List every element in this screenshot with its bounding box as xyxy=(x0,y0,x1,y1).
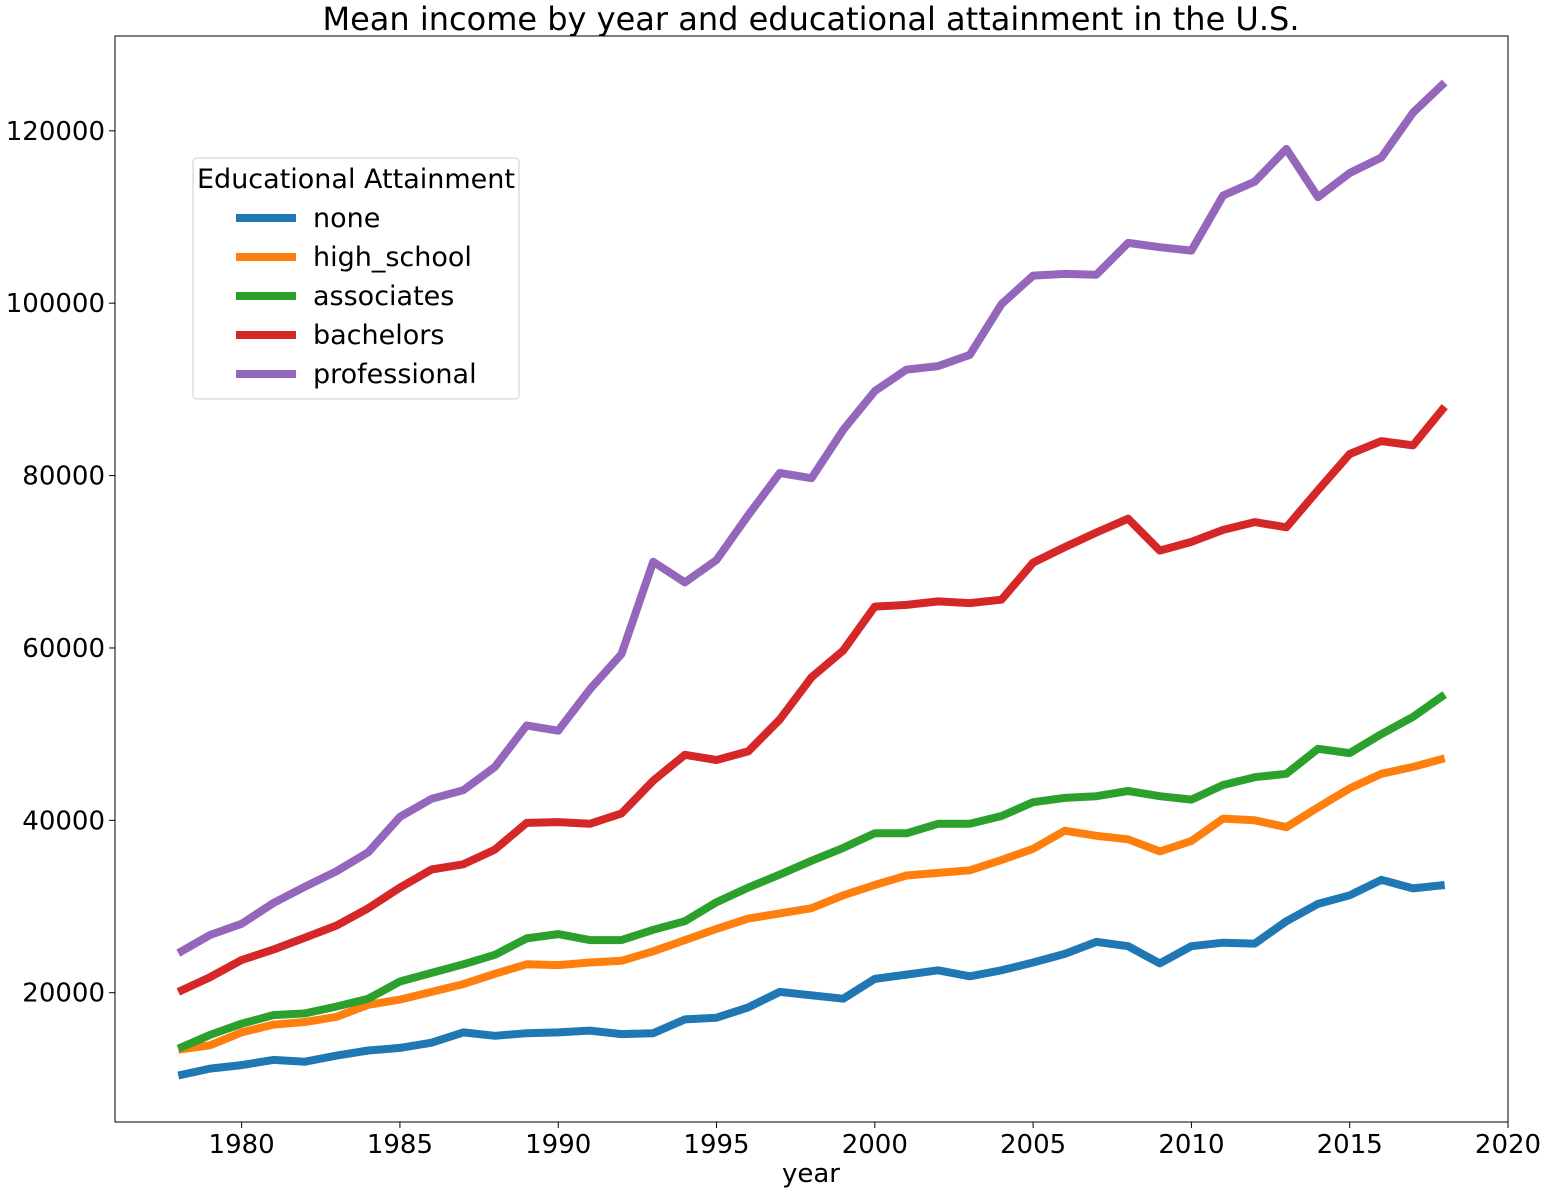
series-line-high_school xyxy=(177,754,1446,1054)
y-tick-label: 100000 xyxy=(6,289,105,319)
y-tick-label: 120000 xyxy=(6,117,105,147)
x-tick-label: 1985 xyxy=(367,1130,433,1160)
x-tick-label: 2015 xyxy=(1317,1130,1383,1160)
legend: Educational Attainment none high_schoolas… xyxy=(192,157,520,400)
x-tick-label: 2000 xyxy=(842,1130,908,1160)
legend-label-professional: professional xyxy=(313,359,477,390)
y-tick-label: 20000 xyxy=(22,979,105,1009)
y-axis: 20000 40000 60000 80000 100000 120000 xyxy=(6,117,115,1009)
legend-label-none: none xyxy=(313,203,380,234)
x-tick-label: 1990 xyxy=(525,1130,591,1160)
series-lines xyxy=(176,79,1448,1080)
plot-area-frame xyxy=(114,35,1509,1123)
x-tick-label: 1995 xyxy=(683,1130,749,1160)
x-axis-label: year xyxy=(782,1159,840,1189)
series-line-associates xyxy=(176,691,1448,1053)
y-tick-label: 80000 xyxy=(22,462,105,492)
y-tick-label: 40000 xyxy=(22,806,105,836)
legend-label-high_school: high_school xyxy=(313,242,472,273)
series-line-none xyxy=(177,875,1446,1080)
legend-title: Educational Attainment xyxy=(197,164,515,195)
chart-title: Mean income by year and educational atta… xyxy=(323,0,1300,38)
legend-items: none high_school associates bachelors profes… xyxy=(236,203,477,390)
y-tick-label: 60000 xyxy=(22,634,105,664)
x-tick-label: 2010 xyxy=(1158,1130,1224,1160)
series-line-bachelors xyxy=(176,404,1448,996)
x-tick-label: 1980 xyxy=(209,1130,275,1160)
series-line-professional xyxy=(176,79,1448,957)
x-axis: 1980 1985 1990 1995 2000 2005 2010 2015 2020 xyxy=(209,1122,1541,1160)
x-tick-label: 2005 xyxy=(1000,1130,1066,1160)
x-tick-label: 2020 xyxy=(1475,1130,1541,1160)
legend-label-associates: associates xyxy=(313,281,454,312)
legend-label-bachelors: bachelors xyxy=(313,320,444,351)
